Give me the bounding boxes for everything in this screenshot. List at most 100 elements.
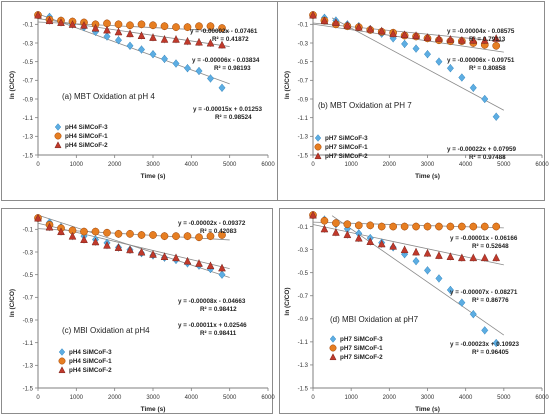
data-point-circle: [480, 222, 489, 231]
x-tick-label: 5000: [497, 162, 511, 168]
data-point-triangle: [137, 247, 146, 256]
data-point-circle: [206, 232, 215, 240]
trendline-equation: y = -0.00008x - 0.04663: [178, 298, 246, 305]
data-point-circle: [172, 232, 180, 240]
legend-label: pH7 SiMCoF-2: [340, 354, 383, 361]
data-point-triangle: [457, 253, 466, 262]
data-point-circle: [218, 231, 226, 239]
data-point-diamond: [172, 59, 180, 68]
x-tick-label: 0: [36, 395, 40, 401]
x-axis-title: Time (s): [415, 173, 440, 180]
data-point-diamond: [469, 309, 477, 319]
legend-marker-circle: [329, 344, 337, 352]
y-tick-label: -0.5: [23, 273, 34, 279]
data-point-triangle: [218, 263, 226, 272]
x-tick-label: 1000: [70, 395, 84, 401]
data-point-circle: [206, 22, 215, 31]
y-tick-label: -0.7: [23, 296, 34, 302]
legend-label: pH7 SiMCoF-1: [340, 345, 383, 352]
legend: pH4 SiMCoF-3 pH4 SiMCoF-1 pH4 SiMCoF-2: [54, 123, 108, 149]
data-point-diamond: [481, 94, 489, 104]
data-point-triangle: [423, 248, 432, 257]
data-point-triangle: [400, 245, 409, 254]
data-point-diamond: [481, 326, 489, 335]
trendline-r-squared: R² = 0.98411: [200, 330, 237, 337]
trendline-equation: y = -0.00006x - 0.09751: [447, 57, 515, 64]
data-point-circle: [137, 231, 146, 239]
x-tick-label: 0: [36, 162, 40, 168]
legend-marker-diamond: [54, 123, 62, 131]
trendline-equation: y = -0.00002x - 0.07461: [190, 28, 258, 35]
y-tick-label: -0.1: [23, 23, 34, 29]
y-tick-label: -1.3: [23, 135, 34, 141]
x-tick-label: 4000: [459, 162, 473, 168]
trendline-equation: y = -0.00011x + 0.02546: [178, 322, 247, 329]
y-tick-label: -1.3: [298, 363, 309, 369]
data-point-circle: [343, 220, 352, 229]
trendline-equation: y = -0.00023x + 0.10923: [450, 341, 519, 348]
panel-frame: [1, 208, 273, 414]
data-point-triangle: [172, 35, 180, 43]
panel-label: (d) MBI Oxidation at pH7: [330, 315, 419, 324]
data-point-triangle: [160, 252, 169, 260]
y-tick-label: -0.7: [298, 79, 309, 85]
y-tick-label: -0.9: [23, 97, 34, 103]
trendline-r-squared: R² = 0.98193: [214, 65, 251, 72]
data-point-triangle: [206, 261, 215, 270]
data-point-triangle: [343, 21, 352, 29]
legend: pH4 SiMCoF-3 pH4 SiMCoF-1 pH4 SiMCoF-2: [58, 348, 112, 374]
y-tick-label: -0.1: [298, 225, 309, 231]
data-point-triangle: [68, 231, 77, 240]
data-point-diamond: [137, 45, 146, 54]
data-point-triangle: [354, 233, 363, 242]
data-point-circle: [160, 22, 169, 31]
data-point-triangle: [195, 259, 203, 267]
trendline-r-squared: R² = 0.96405: [472, 349, 509, 356]
data-point-diamond: [446, 64, 454, 73]
data-point-diamond: [492, 112, 500, 121]
data-point-triangle: [195, 37, 203, 46]
series-3-points: [34, 213, 226, 272]
x-tick-label: 1000: [344, 162, 358, 168]
data-point-diamond: [412, 256, 420, 266]
data-point-triangle: [309, 210, 317, 219]
data-point-circle: [366, 221, 375, 230]
data-point-diamond: [458, 73, 466, 82]
trendline-r-squared: R² = 0.98412: [200, 306, 237, 313]
data-point-circle: [458, 222, 466, 231]
data-point-circle: [126, 21, 134, 30]
y-tick-label: -1.1: [298, 340, 309, 346]
data-point-circle: [183, 23, 192, 31]
x-tick-label: 3000: [146, 162, 160, 168]
trendline-equation: y = -0.00007x - 0.08271: [450, 289, 518, 296]
y-tick-label: -1.3: [298, 135, 309, 141]
data-point-circle: [435, 222, 443, 231]
data-point-triangle: [377, 239, 386, 248]
data-point-circle: [320, 216, 329, 225]
data-point-triangle: [172, 253, 180, 262]
data-point-circle: [354, 221, 363, 230]
x-tick-label: 0: [311, 395, 315, 401]
data-point-circle: [492, 222, 501, 231]
data-point-diamond: [160, 54, 169, 64]
data-point-triangle: [68, 20, 77, 28]
data-point-circle: [137, 20, 146, 29]
data-point-circle: [492, 41, 501, 50]
chart-panel-4: -0.1 -0.3 -0.5 -0.7 -0.9 -1.1 -1.3 -1.50 1000 200…: [279, 208, 549, 414]
series-3-points: [34, 10, 226, 49]
x-axis-title: Time (s): [141, 173, 166, 180]
legend-label: pH4 SiMCoF-2: [65, 142, 108, 149]
data-point-triangle: [435, 34, 443, 42]
y-tick-label: -0.3: [298, 248, 309, 254]
data-point-triangle: [57, 18, 65, 26]
y-tick-label: -0.7: [298, 294, 309, 300]
data-point-triangle: [480, 253, 489, 262]
trendline-equation: y = -0.00004x - 0.08575: [447, 28, 515, 35]
data-point-circle: [149, 231, 157, 239]
data-point-diamond: [435, 57, 443, 66]
y-tick-label: -0.9: [298, 97, 309, 103]
y-tick-label: -0.3: [23, 41, 34, 47]
x-tick-label: 4000: [185, 162, 199, 168]
data-point-circle: [389, 222, 397, 231]
x-tick-label: 2000: [108, 162, 122, 168]
